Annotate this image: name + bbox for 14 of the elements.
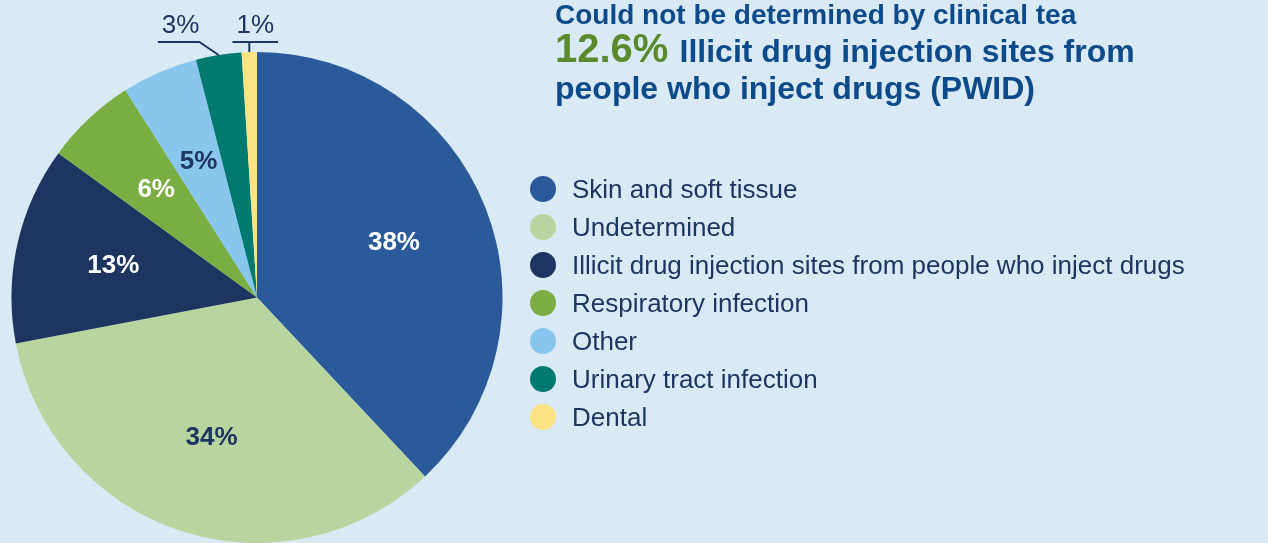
data-label: 1% [236,9,275,40]
legend-label: Illicit drug injection sites from people who inject drugs [572,249,1185,281]
legend-label: Skin and soft tissue [572,173,798,205]
legend-label: Respiratory infection [572,287,809,319]
legend-label: Urinary tract infection [572,363,818,395]
data-label: 5% [179,145,218,176]
data-label: 34% [185,420,238,451]
legend-label: Dental [572,401,648,433]
data-label: 38% [367,226,420,257]
data-label: 6% [137,173,175,204]
legend-label: Other [572,325,638,357]
legend-label: Undetermined [572,211,736,243]
data-label: 13% [87,248,140,279]
data-label: 3% [161,9,200,40]
